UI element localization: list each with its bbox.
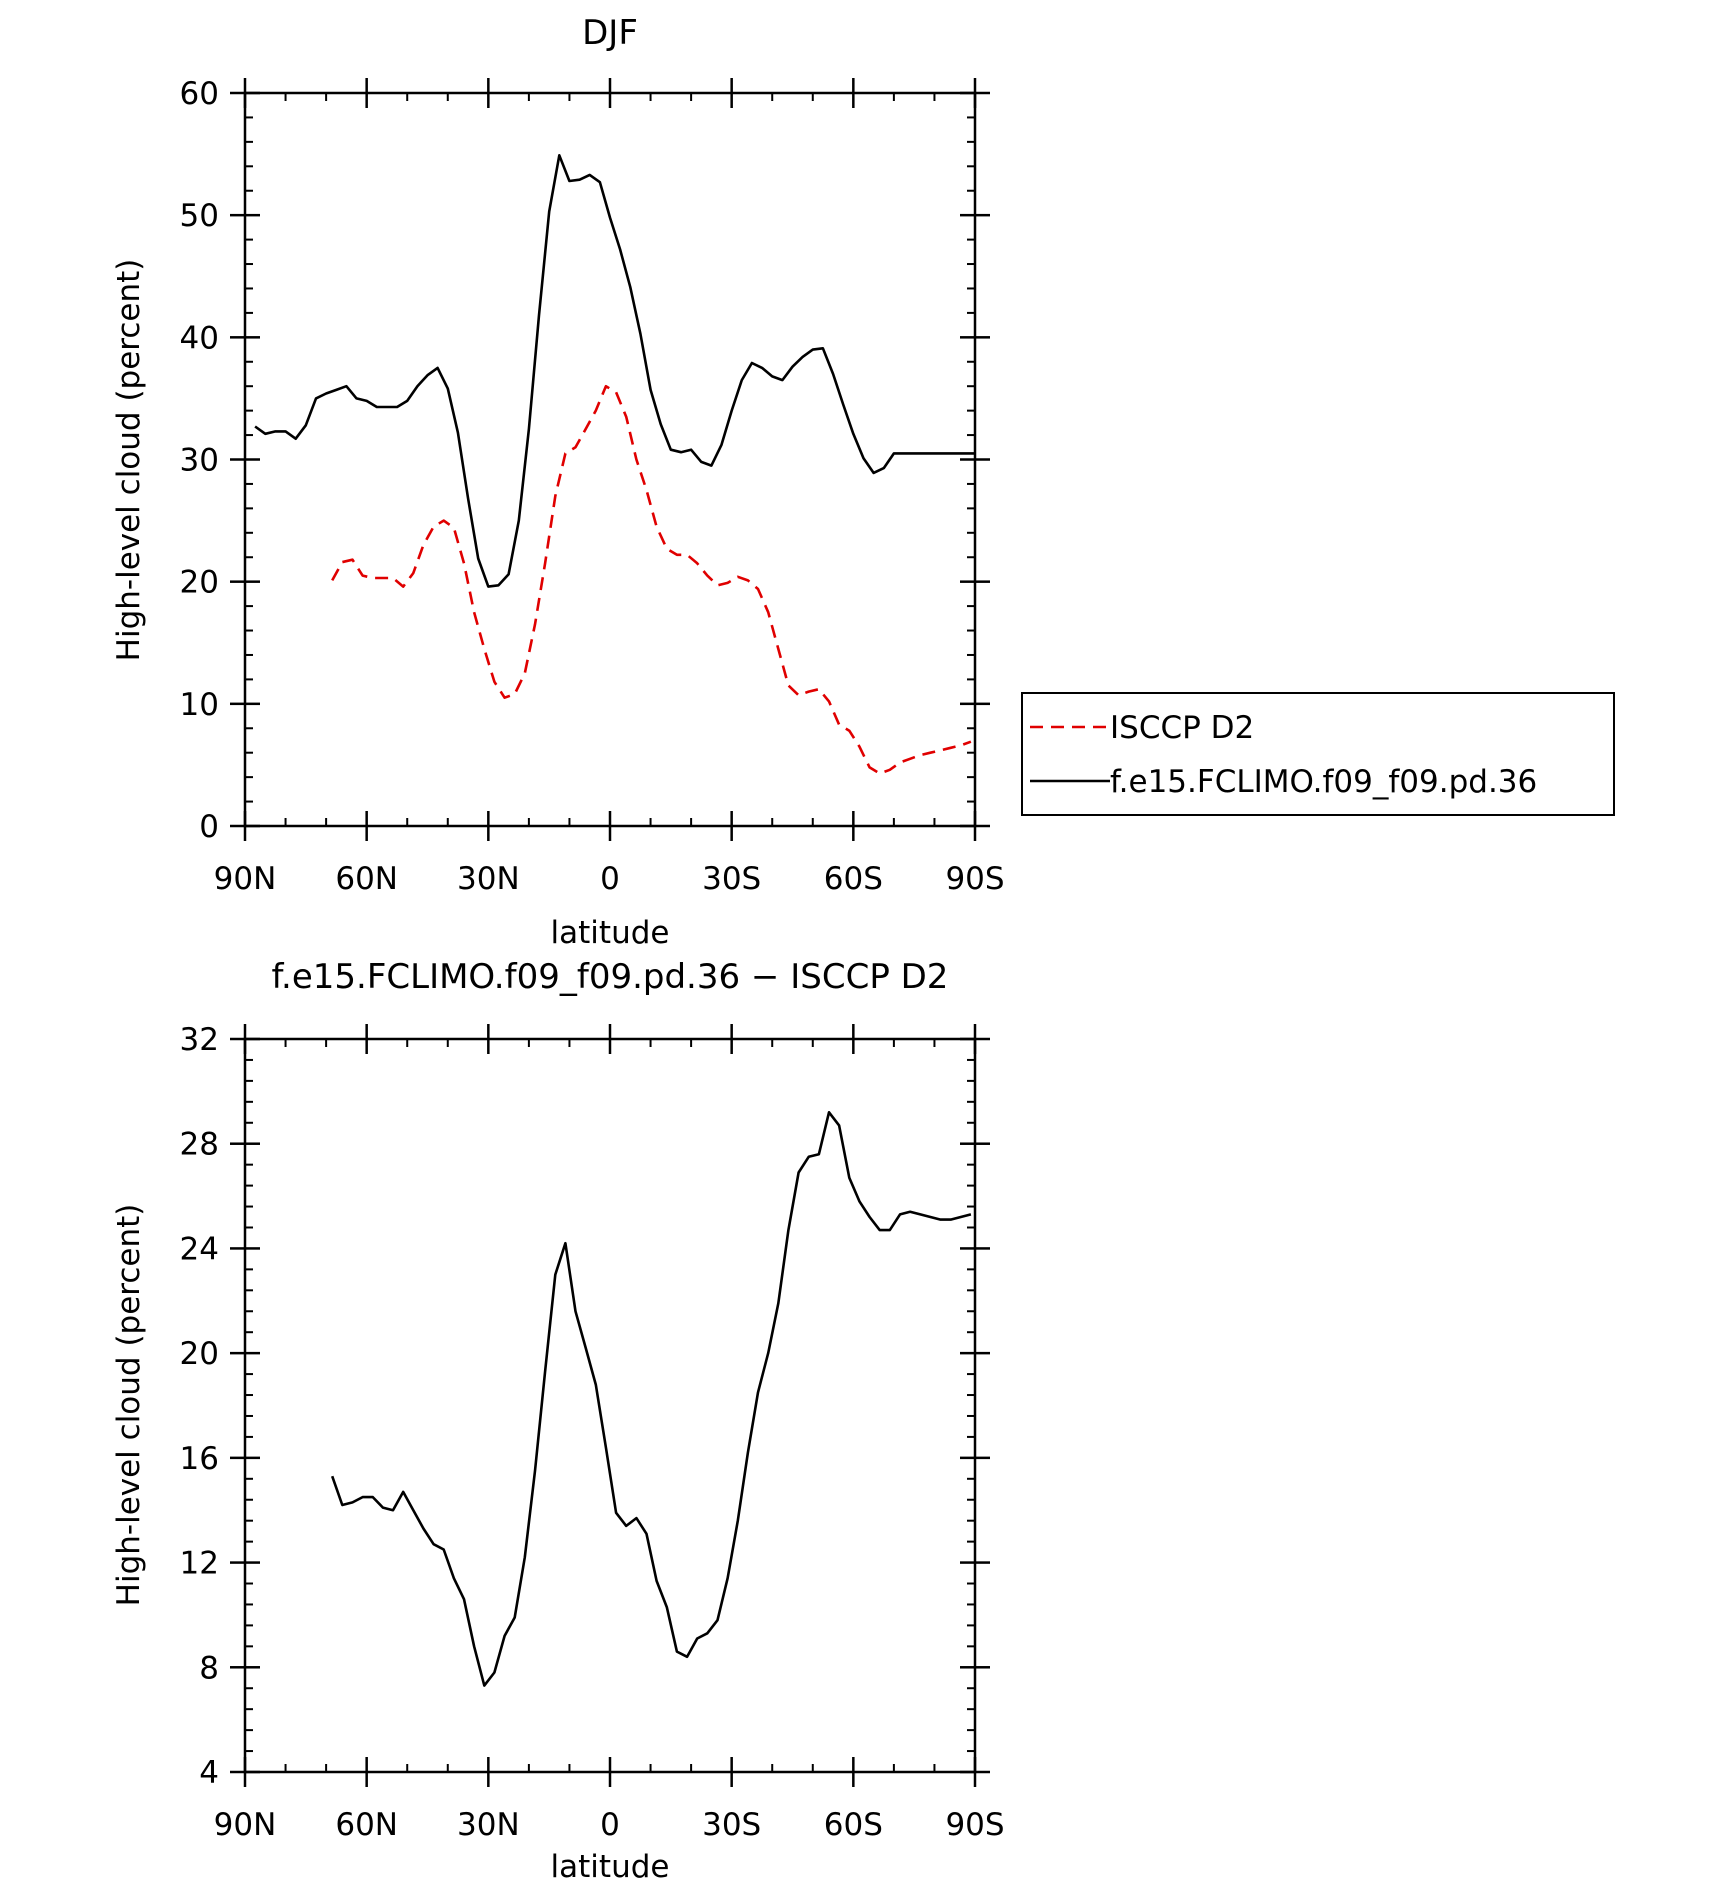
top-series-line-0 [331,384,972,775]
top-xtick-label: 30N [457,861,520,897]
panel-top-title: DJF [582,13,638,53]
bottom-ytick-label: 4 [199,1755,219,1791]
top-xtick-label: 30S [702,861,761,897]
panel-top-x-tick-labels: 90N 60N 30N 0 30S 60S 90S [214,861,1005,897]
top-xtick-label: 60N [335,861,398,897]
panel-bottom-x-tick-labels: 90N 60N 30N 0 30S 60S 90S [214,1807,1005,1843]
bottom-ytick-label: 12 [180,1546,219,1582]
top-xtick-label: 90S [945,861,1004,897]
panel-bottom-ticks [230,1024,990,1787]
legend-box [1021,692,1615,816]
bottom-xtick-label: 30S [702,1807,761,1843]
panel-bottom-title: f.e15.FCLIMO.f09_f09.pd.36 − ISCCP D2 [272,957,949,997]
bottom-ytick-label: 28 [180,1127,219,1163]
bottom-ytick-label: 32 [180,1022,219,1058]
top-ytick-label: 20 [180,565,219,601]
legend-label-isccp: ISCCP D2 [1110,710,1254,746]
top-ytick-label: 30 [180,443,219,479]
top-ytick-label: 60 [180,76,219,112]
bottom-xtick-label: 60N [335,1807,398,1843]
bottom-xtick-label: 30N [457,1807,520,1843]
panel-top-series [254,154,975,775]
top-ytick-label: 10 [180,687,219,723]
bottom-ytick-label: 24 [180,1231,219,1267]
top-series-line-1 [254,154,975,588]
panel-top-ylabel: High-level cloud (percent) [111,259,147,662]
bottom-ytick-label: 20 [180,1336,219,1372]
panel-top-xlabel: latitude [551,915,670,951]
top-xtick-label: 90N [214,861,277,897]
bottom-ytick-label: 16 [180,1441,219,1477]
panel-bottom-frame [243,1037,977,1774]
legend: ISCCP D2 f.e15.FCLIMO.f09_f09.pd.36 [1021,692,1615,816]
bottom-xtick-label: 60S [824,1807,883,1843]
panel-bottom: f.e15.FCLIMO.f09_f09.pd.36 − ISCCP D2 4 8… [111,957,1005,1883]
bottom-xtick-label: 0 [600,1807,620,1843]
bottom-series-line-0 [330,1111,972,1687]
panel-bottom-y-tick-labels: 4 8 12 16 20 24 28 32 [180,1022,219,1791]
panel-top-ticks [230,78,990,841]
panel-bottom-series [330,1111,972,1687]
top-xtick-label: 60S [824,861,883,897]
bottom-xtick-label: 90N [214,1807,277,1843]
bottom-ytick-label: 8 [199,1650,219,1686]
top-ytick-label: 0 [199,809,219,845]
top-ytick-label: 50 [180,198,219,234]
panel-top: DJF 0 10 20 30 40 50 60 90N 60N 30N 0 30S 60S 90S la… [111,13,1005,951]
top-xtick-label: 0 [600,861,620,897]
panel-top-y-tick-labels: 0 10 20 30 40 50 60 [180,76,219,845]
panel-bottom-ylabel: High-level cloud (percent) [111,1204,147,1607]
top-ytick-label: 40 [180,320,219,356]
panel-bottom-xlabel: latitude [551,1849,670,1883]
bottom-xtick-label: 90S [945,1807,1004,1843]
legend-label-model: f.e15.FCLIMO.f09_f09.pd.36 [1110,764,1537,800]
